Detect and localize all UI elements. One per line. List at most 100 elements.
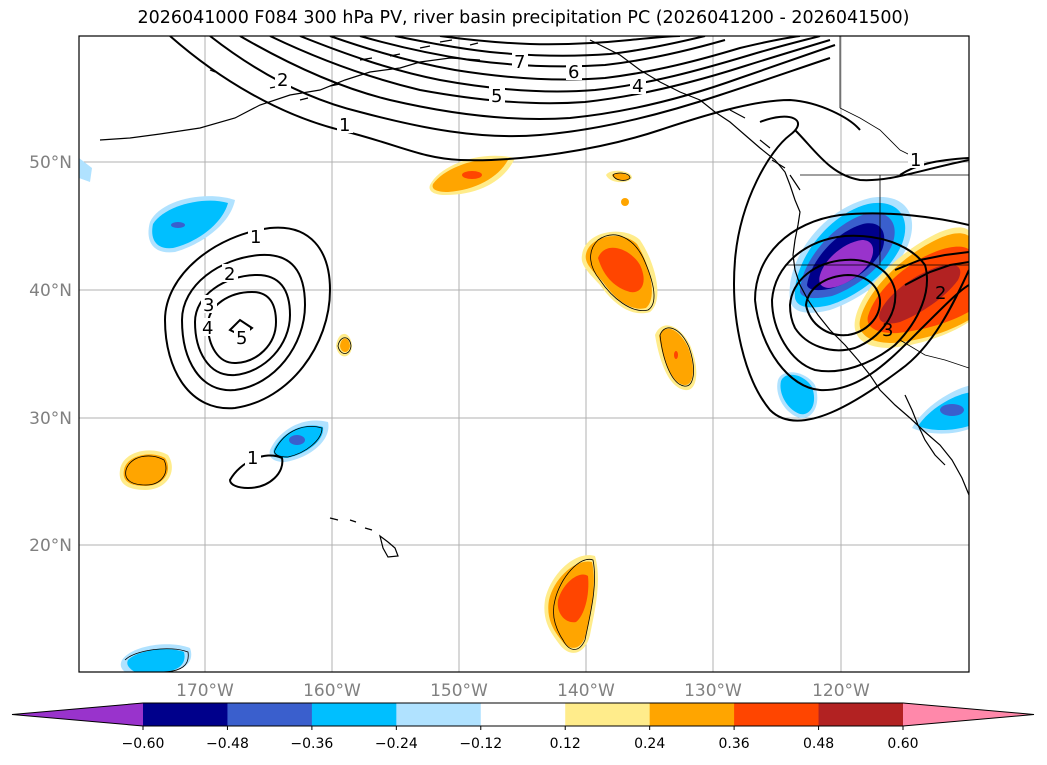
neg-anomaly-region: [819, 240, 874, 288]
pv-contour-label: 5: [236, 328, 247, 349]
pos-anomaly-region: [123, 454, 169, 486]
pv-contour-label: 2: [224, 264, 235, 285]
pv-contour: [163, 226, 332, 410]
lon-tick-label: 160°W: [303, 681, 361, 701]
pv-contour-label: 1: [250, 227, 261, 248]
pv-contours: [163, 36, 969, 490]
pv-contour-labels: 1 2 4 5 6 7 1 2 3 4 5 1 1 2 3: [200, 52, 946, 469]
colorbar-tick-label: 0.48: [803, 736, 834, 752]
colorbar-segment: [311, 703, 397, 726]
lat-tick-label: 50°N: [29, 153, 72, 173]
lon-tick-label: 130°W: [684, 681, 742, 701]
hawaii-islands: [329, 517, 399, 558]
colorbar-tick-label: 0.12: [550, 736, 581, 752]
pv-contour-label: 1: [247, 448, 258, 469]
neg-anomaly-region: [289, 435, 305, 445]
pv-contour-label: 3: [882, 320, 893, 341]
pv-contour-label: 2: [277, 70, 288, 91]
pv-contour: [770, 234, 928, 373]
pv-contour: [329, 36, 801, 81]
pv-contour-label: 4: [632, 76, 643, 97]
pos-anomaly-region: [462, 171, 482, 179]
neg-anomaly-region: [780, 374, 815, 415]
plot-area: [79, 36, 969, 672]
west-coast-north-america: [589, 39, 969, 496]
pos-anomaly-region: [340, 338, 350, 352]
us-mexico-border: [899, 339, 969, 369]
pv-contour: [754, 284, 969, 392]
colorbar-segment: [143, 703, 228, 726]
pv-contour: [734, 115, 969, 261]
neg-anomaly-region: [940, 404, 964, 416]
neg-anomaly-region: [127, 649, 185, 672]
pv-contour: [804, 273, 882, 337]
canada-province-border: [839, 107, 921, 161]
pv-contour-label: 4: [202, 318, 213, 339]
pv-contour: [299, 36, 821, 93]
pv-contour-label: 5: [491, 86, 502, 107]
pv-contour: [180, 253, 307, 392]
colorbar-segment: [818, 703, 904, 726]
baja-california-coast: [904, 394, 946, 466]
pv-contour: [209, 36, 831, 138]
latitude-axis: 50°N 40°N 30°N 20°N: [29, 153, 72, 556]
pos-anomaly-region: [621, 198, 629, 206]
pv-contour: [894, 251, 969, 271]
pv-contour: [904, 261, 969, 286]
pos-anomaly-region: [879, 264, 961, 324]
colorbar-tick-label: 0.36: [719, 736, 750, 752]
colorbar-tick-label: 0.60: [887, 736, 918, 752]
colorbar-segment: [227, 703, 313, 726]
neg-anomaly-region: [79, 158, 92, 182]
colorbar-segment: [734, 703, 820, 726]
longitude-axis: 170°W 160°W 150°W 140°W 130°W 120°W: [176, 681, 870, 701]
pv-contour-label: 6: [568, 62, 579, 83]
lat-tick-label: 40°N: [29, 281, 72, 301]
pv-contour: [899, 157, 969, 176]
colorbar-tick-label: 0.24: [634, 736, 665, 752]
anomaly-outlines: [124, 172, 694, 672]
colorbar-extend-min: [12, 703, 143, 726]
bc-islands: [729, 109, 801, 191]
pv-contour-label: 1: [339, 115, 350, 136]
pv-contour-label: 2: [935, 283, 946, 304]
pos-anomaly-region: [557, 574, 589, 623]
neg-anomaly-region: [152, 200, 228, 249]
colorbar-segment: [396, 703, 482, 726]
gridlines: [79, 36, 969, 672]
pv-contour: [439, 36, 681, 46]
colorbar-tick-label: −0.36: [290, 736, 333, 752]
pv-contour: [239, 36, 836, 120]
pv-contour: [754, 212, 969, 301]
figure-title: 2026041000 F084 300 hPa PV, river basin …: [137, 8, 910, 28]
pv-contour: [788, 258, 897, 352]
lon-tick-label: 140°W: [557, 681, 615, 701]
colorbar-segment: [480, 703, 566, 726]
pos-anomaly-region: [598, 247, 644, 293]
pv-contour: [169, 36, 861, 162]
colorbar: −0.60 −0.48 −0.36 −0.24 −0.12 0.12 0.24 0.36 0.4…: [11, 702, 1035, 752]
pv-contour: [359, 36, 726, 68]
pv-contour: [206, 290, 278, 365]
precip-pc-fills: [79, 155, 969, 672]
colorbar-extend-max: [903, 703, 1034, 726]
plot-frame: [78, 35, 970, 673]
pv-contour: [269, 36, 831, 105]
pv-contour: [733, 259, 969, 422]
lon-tick-label: 120°W: [812, 681, 870, 701]
pv-contour-label: 7: [514, 52, 525, 73]
neg-anomaly-region: [171, 222, 185, 228]
colorbar-segment: [649, 703, 735, 726]
lat-tick-label: 30°N: [29, 409, 72, 429]
lon-tick-label: 170°W: [176, 681, 234, 701]
borders: [785, 36, 969, 369]
colorbar-tick-label: −0.60: [122, 736, 165, 752]
lat-tick-label: 20°N: [29, 536, 72, 556]
lon-tick-label: 150°W: [430, 681, 488, 701]
pos-anomaly-region: [674, 351, 678, 359]
pv-contour-label: 3: [203, 295, 214, 316]
colorbar-segment: [565, 703, 651, 726]
pv-contour-label: 1: [910, 150, 921, 171]
colorbar-tick-label: −0.12: [459, 736, 502, 752]
